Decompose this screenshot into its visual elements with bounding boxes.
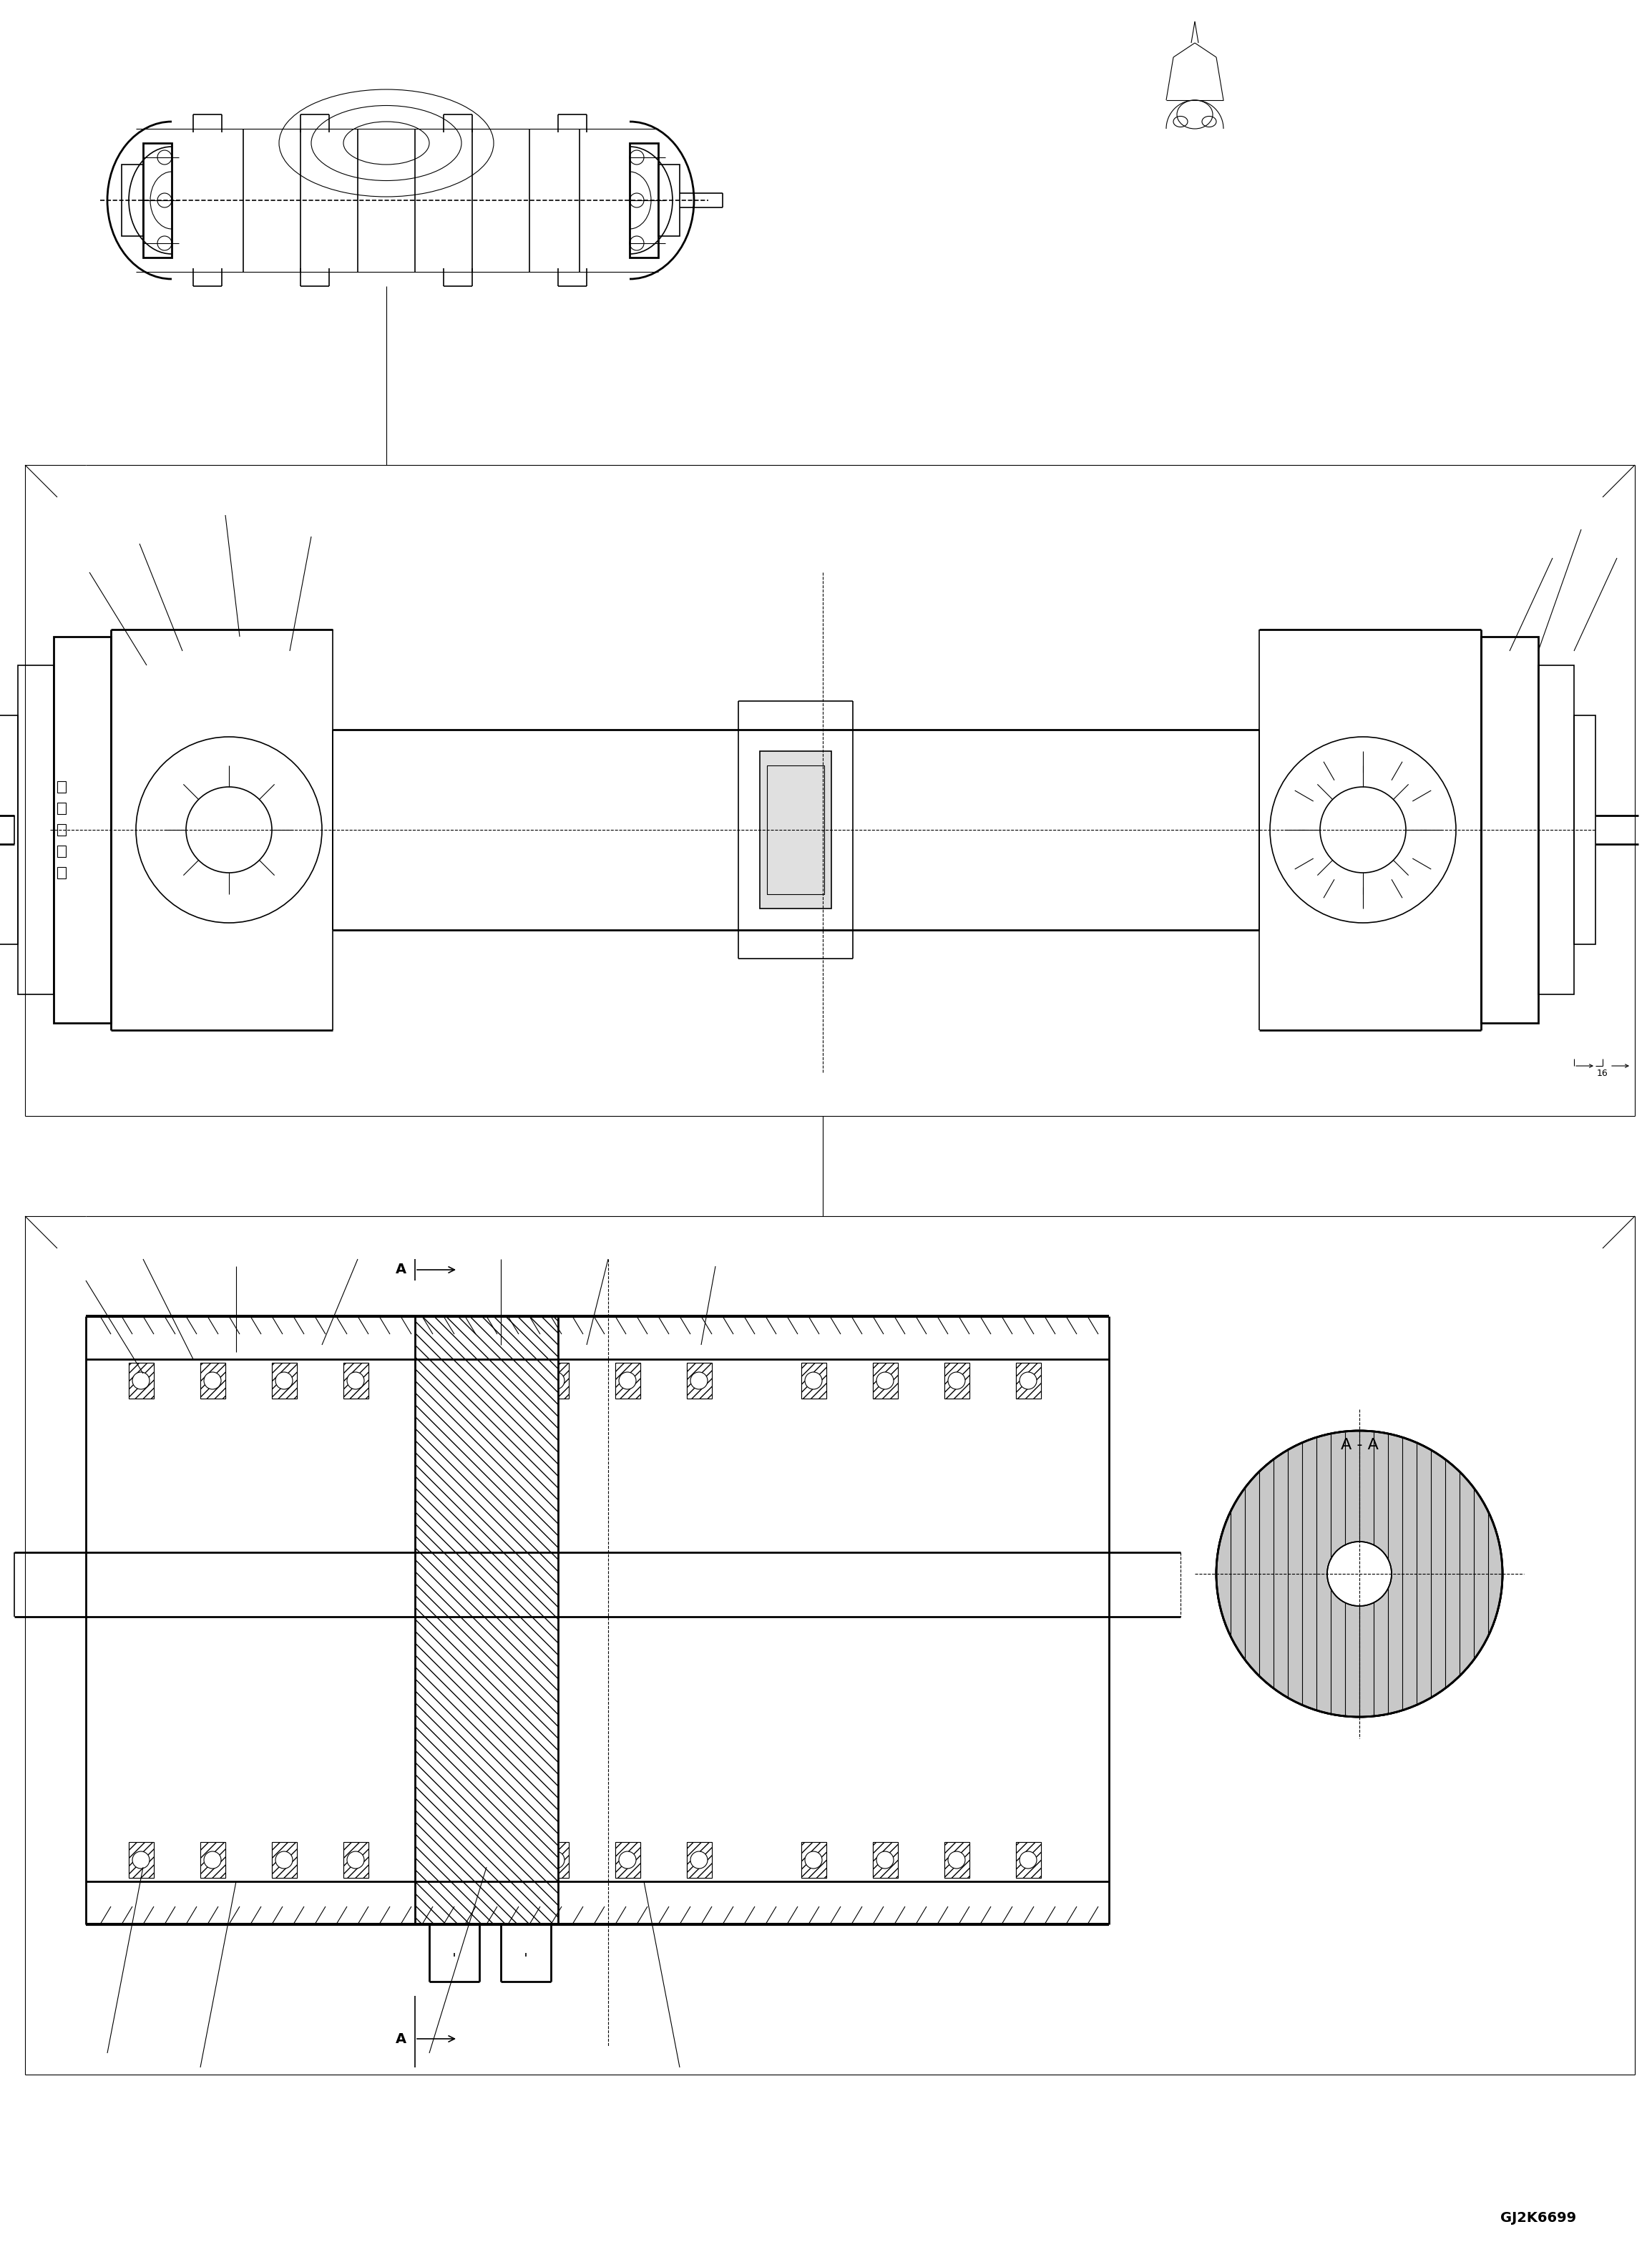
Bar <box>801 1841 826 1877</box>
Bar <box>687 1841 712 1877</box>
Circle shape <box>132 1373 150 1389</box>
Bar <box>200 1841 225 1877</box>
Bar <box>801 1841 826 1877</box>
Text: GJ2K6699: GJ2K6699 <box>1500 2210 1576 2224</box>
Bar <box>472 1841 497 1877</box>
Bar <box>200 1362 225 1398</box>
Text: A: A <box>395 1262 406 1276</box>
Bar <box>58 866 66 878</box>
Bar <box>200 1841 225 1877</box>
Bar <box>1016 1841 1041 1877</box>
Bar <box>687 1362 712 1398</box>
Bar <box>122 165 144 235</box>
Bar <box>1016 1841 1041 1877</box>
Circle shape <box>476 1373 492 1389</box>
Circle shape <box>1327 1543 1391 1606</box>
Bar <box>1016 1362 1041 1398</box>
Circle shape <box>948 1373 965 1389</box>
Bar <box>129 1841 154 1877</box>
Bar <box>801 1362 826 1398</box>
Bar <box>615 1841 641 1877</box>
Bar <box>945 1841 970 1877</box>
Circle shape <box>276 1850 292 1868</box>
Bar <box>544 1841 568 1877</box>
Circle shape <box>691 1850 707 1868</box>
Bar <box>344 1362 368 1398</box>
Bar <box>760 751 831 909</box>
Bar <box>18 665 53 995</box>
Bar <box>544 1362 568 1398</box>
Circle shape <box>1216 1432 1502 1717</box>
Bar <box>1480 636 1538 1022</box>
Circle shape <box>547 1373 565 1389</box>
Text: A - A: A - A <box>1340 1439 1378 1452</box>
Bar <box>872 1841 899 1877</box>
Circle shape <box>347 1373 363 1389</box>
Bar <box>129 1362 154 1398</box>
Bar <box>344 1841 368 1877</box>
Circle shape <box>347 1850 363 1868</box>
Bar <box>544 1362 568 1398</box>
Bar <box>1574 715 1596 943</box>
Bar <box>687 1841 712 1877</box>
Bar <box>144 143 172 258</box>
Bar <box>767 765 824 893</box>
Circle shape <box>620 1850 636 1868</box>
Bar <box>58 803 66 814</box>
Bar <box>58 823 66 835</box>
Bar <box>0 715 18 943</box>
Bar <box>1538 665 1574 995</box>
Bar <box>657 165 679 235</box>
Circle shape <box>948 1850 965 1868</box>
Bar <box>472 1362 497 1398</box>
Bar <box>615 1841 641 1877</box>
Circle shape <box>877 1850 894 1868</box>
Bar <box>872 1841 899 1877</box>
Bar <box>273 1841 297 1877</box>
Bar <box>58 846 66 857</box>
Bar <box>945 1841 970 1877</box>
Bar <box>344 1841 368 1877</box>
Bar <box>629 143 657 258</box>
Circle shape <box>547 1850 565 1868</box>
Bar <box>801 1362 826 1398</box>
Bar <box>273 1362 297 1398</box>
Circle shape <box>1019 1373 1037 1389</box>
Bar <box>1016 1362 1041 1398</box>
Bar <box>872 1362 899 1398</box>
Bar <box>615 1362 641 1398</box>
Circle shape <box>476 1850 492 1868</box>
Circle shape <box>620 1373 636 1389</box>
Circle shape <box>276 1373 292 1389</box>
Circle shape <box>1019 1850 1037 1868</box>
Bar <box>945 1362 970 1398</box>
Text: 16: 16 <box>1597 1068 1609 1077</box>
Text: A: A <box>395 2031 406 2045</box>
Bar <box>200 1362 225 1398</box>
Bar <box>472 1362 497 1398</box>
Bar <box>344 1362 368 1398</box>
Bar <box>945 1362 970 1398</box>
Circle shape <box>691 1373 707 1389</box>
Bar <box>129 1362 154 1398</box>
Bar <box>544 1841 568 1877</box>
Bar <box>687 1362 712 1398</box>
Bar <box>472 1841 497 1877</box>
Circle shape <box>805 1373 823 1389</box>
Circle shape <box>203 1373 221 1389</box>
Bar <box>273 1362 297 1398</box>
Bar <box>53 636 111 1022</box>
Circle shape <box>132 1850 150 1868</box>
Bar <box>273 1841 297 1877</box>
Bar <box>872 1362 899 1398</box>
Bar <box>415 1316 558 1925</box>
Bar <box>129 1841 154 1877</box>
Bar <box>58 780 66 792</box>
Bar <box>615 1362 641 1398</box>
Circle shape <box>203 1850 221 1868</box>
Circle shape <box>805 1850 823 1868</box>
Circle shape <box>877 1373 894 1389</box>
